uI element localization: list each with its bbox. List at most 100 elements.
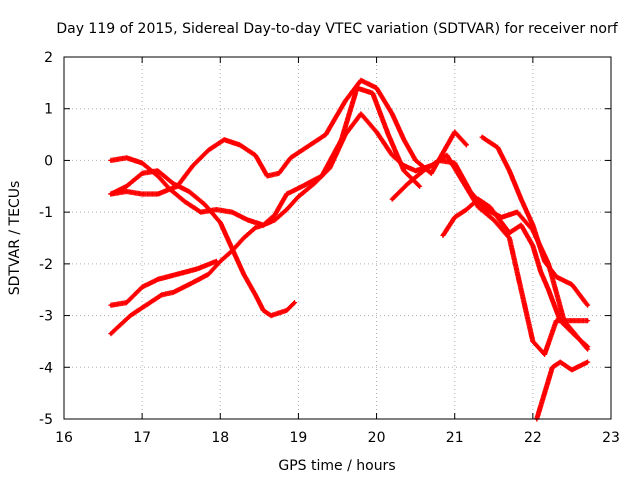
data-point — [254, 153, 257, 157]
data-point — [390, 112, 394, 116]
data-point — [183, 200, 187, 204]
data-point — [539, 270, 543, 273]
data-point — [355, 86, 359, 90]
data-point — [343, 99, 347, 103]
y-tick-label: -5 — [39, 412, 53, 428]
plot-frame — [63, 56, 612, 420]
series-s4 — [108, 258, 219, 308]
data-point — [289, 156, 292, 160]
data-point — [570, 319, 574, 323]
data-point — [324, 133, 328, 137]
data-point — [570, 368, 574, 372]
data-point — [140, 192, 144, 196]
data-point — [414, 159, 417, 162]
y-tick-label: 2 — [44, 50, 53, 66]
data-point — [109, 303, 113, 307]
data-point — [558, 360, 562, 364]
data-point — [312, 182, 316, 186]
data-point — [484, 208, 488, 212]
data-point — [574, 334, 578, 338]
data-point — [230, 249, 234, 253]
data-point — [531, 340, 535, 343]
x-tick-label: 17 — [133, 430, 151, 446]
data-point — [207, 272, 211, 276]
data-point — [441, 151, 445, 155]
data-point — [175, 272, 179, 276]
data-point — [297, 195, 300, 199]
data-point — [402, 169, 406, 173]
data-point — [125, 156, 128, 160]
data-point — [465, 208, 468, 212]
series-group — [108, 77, 591, 422]
data-point — [140, 161, 144, 165]
data-point — [359, 78, 363, 82]
data-point — [406, 182, 410, 186]
data-point — [441, 234, 445, 237]
data-point — [238, 143, 242, 147]
grid — [64, 57, 611, 419]
y-tick-label: -1 — [39, 205, 53, 221]
data-point — [570, 283, 574, 286]
data-point — [207, 148, 211, 152]
x-tick-label: 22 — [524, 430, 542, 446]
data-point — [215, 208, 218, 212]
x-tick-label: 18 — [211, 430, 229, 446]
series-s9 — [534, 359, 591, 422]
data-point — [277, 172, 281, 175]
data-point — [191, 164, 195, 168]
data-point — [156, 192, 160, 196]
data-point — [586, 345, 589, 348]
data-point — [547, 288, 550, 292]
data-point — [531, 223, 535, 227]
y-tick-label: 0 — [44, 153, 53, 169]
data-point — [437, 159, 441, 162]
series-s5 — [108, 85, 423, 337]
data-point — [187, 283, 191, 286]
data-point — [508, 231, 511, 235]
data-point — [429, 172, 433, 175]
data-point — [230, 210, 234, 214]
data-point — [492, 218, 496, 222]
data-point — [515, 210, 519, 214]
data-point — [269, 314, 273, 317]
data-point — [359, 112, 363, 116]
data-point — [453, 161, 457, 165]
data-point — [265, 174, 269, 178]
data-point — [551, 365, 554, 369]
data-point — [109, 159, 113, 162]
data-point — [445, 153, 449, 157]
data-point — [465, 143, 468, 147]
series-s7 — [440, 196, 591, 350]
data-point — [261, 309, 265, 312]
data-point — [242, 236, 246, 240]
data-point — [480, 135, 484, 139]
ticks — [63, 56, 612, 420]
data-point — [125, 301, 128, 304]
series-s3 — [108, 168, 298, 319]
data-point — [453, 130, 457, 134]
data-point — [203, 203, 207, 206]
data-point — [371, 91, 375, 95]
x-axis-label: GPS time / hours — [278, 458, 395, 474]
x-tick-label: 20 — [368, 430, 386, 446]
data-point — [414, 169, 417, 173]
data-point — [519, 223, 523, 227]
data-point — [554, 275, 558, 279]
data-point — [277, 311, 281, 315]
data-point — [156, 278, 160, 281]
data-point — [160, 293, 164, 297]
data-point — [125, 184, 128, 188]
data-point — [390, 197, 394, 201]
data-point — [496, 146, 500, 149]
data-point — [285, 309, 289, 312]
data-point — [320, 174, 324, 178]
data-point — [172, 182, 175, 186]
data-point — [586, 360, 589, 364]
data-point — [543, 259, 546, 263]
data-point — [468, 190, 472, 193]
data-point — [418, 184, 421, 188]
data-point — [254, 293, 257, 297]
data-point — [140, 285, 144, 289]
